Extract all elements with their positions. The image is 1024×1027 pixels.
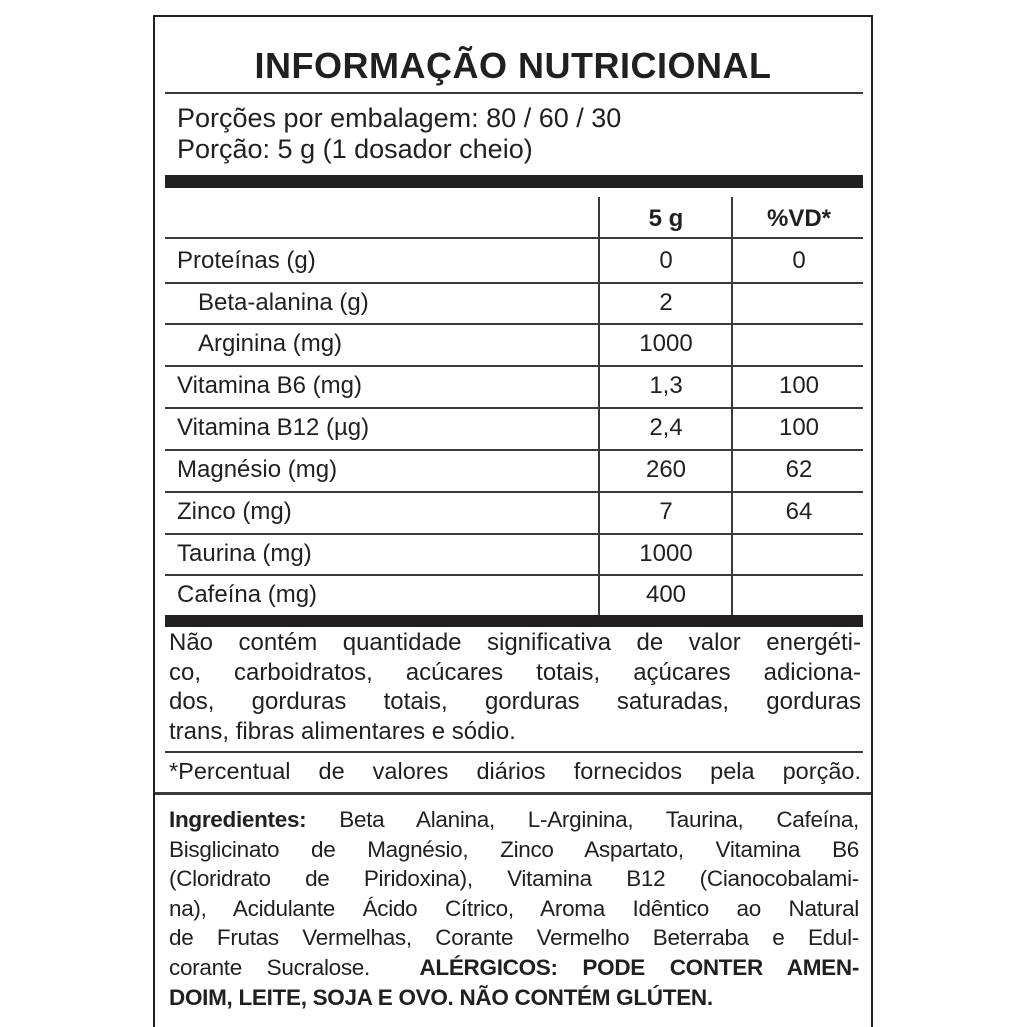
ingredients-line: Beta Alanina, L-Arginina, Taurina, Cafeí… bbox=[306, 807, 859, 832]
header-dv: %VD* bbox=[766, 205, 832, 232]
nutrient-dv: 62 bbox=[785, 456, 813, 483]
divider bbox=[165, 92, 863, 94]
ingredients-line: corante Sucralose. bbox=[169, 954, 395, 980]
table-row: Taurina (mg) 1000 bbox=[165, 534, 863, 575]
nutrient-name: Taurina (mg) bbox=[177, 540, 312, 567]
table-header: 5 g %VD* bbox=[165, 199, 863, 240]
nutrient-name: Vitamina B6 (mg) bbox=[177, 372, 362, 399]
nutrition-facts-panel: INFORMAÇÃO NUTRICIONAL Porções por embal… bbox=[153, 15, 873, 1027]
nutrient-name: Vitamina B12 (µg) bbox=[177, 414, 370, 441]
nutrient-value: 7 bbox=[659, 498, 673, 525]
nutrient-dv: 64 bbox=[785, 498, 813, 525]
table-row: Vitamina B12 (µg) 2,4 100 bbox=[165, 408, 863, 449]
table-row: Cafeína (mg) 400 bbox=[165, 575, 863, 616]
nutrient-name: Magnésio (mg) bbox=[177, 456, 338, 483]
servings-per-package: Porções por embalagem: 80 / 60 / 30 bbox=[177, 103, 622, 133]
nutrient-dv: 100 bbox=[778, 372, 820, 399]
table-row: Magnésio (mg) 260 62 bbox=[165, 450, 863, 491]
row-divider bbox=[165, 282, 863, 284]
allergens-warning: DOIM, LEITE, SOJA E OVO. NÃO CONTÉM GLÚT… bbox=[169, 984, 713, 1010]
note-line: Não contém quantidade significativa de v… bbox=[169, 629, 861, 656]
nutrient-value: 0 bbox=[659, 247, 673, 274]
nutrient-name: Proteínas (g) bbox=[177, 247, 316, 274]
nutrient-name: Beta-alanina (g) bbox=[198, 289, 369, 316]
table-row: Zinco (mg) 7 64 bbox=[165, 492, 863, 533]
nutrient-name: Arginina (mg) bbox=[198, 330, 343, 357]
table-row: Proteínas (g) 0 0 bbox=[165, 241, 863, 282]
panel-title: INFORMAÇÃO NUTRICIONAL bbox=[254, 45, 772, 86]
row-divider bbox=[165, 407, 863, 409]
ingredients-line: (Cloridrato de Piridoxina), Vitamina B12… bbox=[169, 866, 859, 892]
nutrient-value: 1000 bbox=[639, 540, 693, 567]
note-line: trans, fibras alimentares e sódio. bbox=[169, 717, 516, 745]
not-significant-note: Não contém quantidade significativa de v… bbox=[169, 628, 861, 746]
nutrient-name: Zinco (mg) bbox=[177, 498, 292, 525]
divider bbox=[165, 751, 863, 753]
row-divider bbox=[165, 323, 863, 325]
nutrient-value: 1,3 bbox=[649, 372, 683, 399]
header-amount: 5 g bbox=[648, 205, 684, 232]
table-row: Arginina (mg) 1000 bbox=[165, 324, 863, 365]
row-divider bbox=[165, 533, 863, 535]
thick-divider bbox=[165, 615, 863, 627]
ingredients-line: na), Acidulante Ácido Cítrico, Aroma Idê… bbox=[169, 895, 859, 921]
nutrient-name: Cafeína (mg) bbox=[177, 581, 318, 608]
section-divider bbox=[155, 792, 871, 795]
footnote-text: *Percentual de valores diários fornecido… bbox=[169, 758, 861, 784]
row-divider bbox=[165, 574, 863, 576]
nutrient-value: 1000 bbox=[639, 330, 693, 357]
table-row: Vitamina B6 (mg) 1,3 100 bbox=[165, 366, 863, 407]
nutrient-value: 2 bbox=[659, 289, 673, 316]
serving-size: Porção: 5 g (1 dosador cheio) bbox=[177, 134, 533, 164]
ingredients-line: Bisglicinato de Magnésio, Zinco Aspartat… bbox=[169, 836, 859, 862]
ingredients-line: de Frutas Vermelhas, Corante Vermelho Be… bbox=[169, 925, 859, 951]
ingredients-label: Ingredientes: bbox=[169, 807, 307, 832]
nutrient-value: 2,4 bbox=[649, 414, 683, 441]
row-divider bbox=[165, 237, 863, 239]
note-line: dos, gorduras totais, gorduras saturadas… bbox=[169, 688, 861, 715]
row-divider bbox=[165, 449, 863, 451]
row-divider bbox=[165, 491, 863, 493]
footnote: *Percentual de valores diários fornecido… bbox=[169, 757, 861, 787]
nutrient-value: 400 bbox=[645, 581, 687, 608]
note-line: co, carboidratos, acúcares totais, açúca… bbox=[169, 658, 861, 686]
ingredients: Ingredientes: Beta Alanina, L-Arginina, … bbox=[169, 805, 859, 1012]
allergens-warning: ALÉRGICOS: PODE CONTER AMEN- bbox=[419, 954, 860, 980]
row-divider bbox=[165, 365, 863, 367]
nutrient-dv: 100 bbox=[778, 414, 820, 441]
nutrient-value: 260 bbox=[645, 456, 687, 483]
table-row: Beta-alanina (g) 2 bbox=[165, 283, 863, 324]
thick-divider bbox=[165, 175, 863, 188]
nutrient-dv: 0 bbox=[792, 247, 806, 274]
